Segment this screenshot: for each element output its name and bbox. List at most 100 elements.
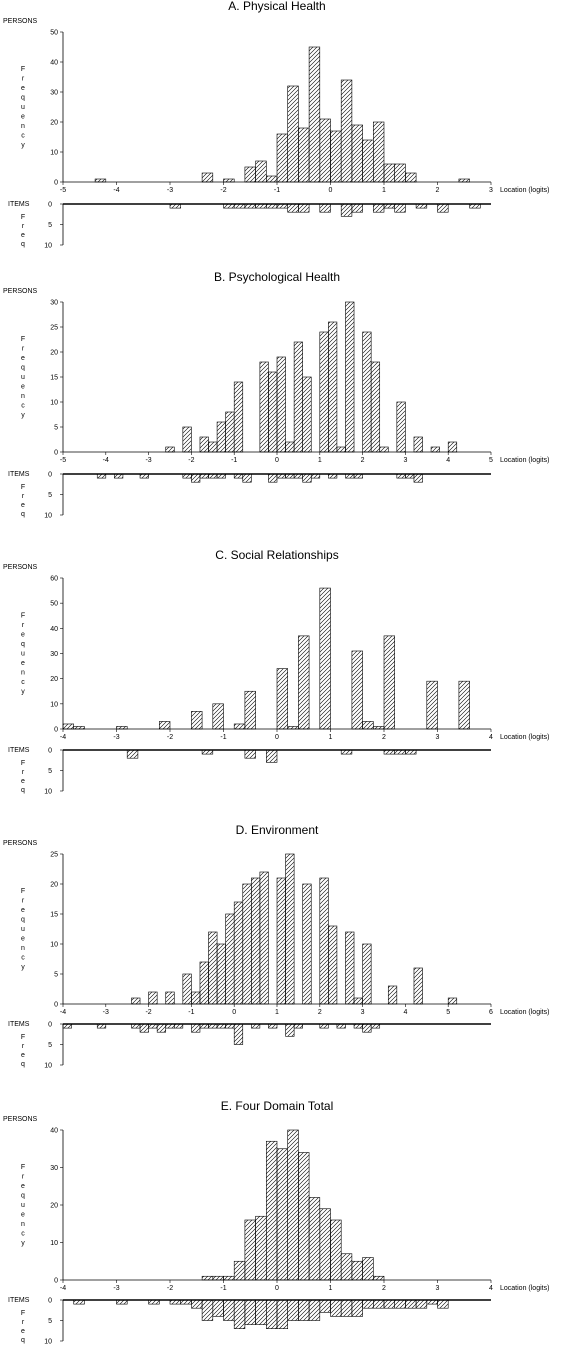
x-tick-label: 6 <box>489 1009 493 1016</box>
items-y-tick-label: 5 <box>48 1042 52 1049</box>
item-bar <box>216 1023 226 1029</box>
person-bar <box>255 1215 267 1281</box>
person-bar <box>394 163 406 183</box>
item-bar <box>394 203 406 213</box>
item-bar <box>276 203 288 209</box>
x-tick-label: -1 <box>274 187 280 194</box>
y-tick-label: 50 <box>50 601 58 608</box>
items-y-tick-label: 0 <box>48 1298 52 1305</box>
item-bar <box>469 203 481 209</box>
y-tick-label: 30 <box>50 1165 58 1172</box>
item-bar <box>255 203 267 209</box>
x-axis-title: Location (logits) <box>500 187 549 194</box>
x-tick-label: 0 <box>232 1009 236 1016</box>
y-axis-title-letter: n <box>21 123 25 130</box>
person-bar <box>345 931 355 1005</box>
x-tick-label: -1 <box>220 734 226 741</box>
person-bar <box>405 172 417 183</box>
x-tick-label: 2 <box>382 734 386 741</box>
x-tick-label: -2 <box>188 457 194 464</box>
items-y-tick-label: 5 <box>48 222 52 229</box>
y-axis-title-letter: q <box>21 641 25 648</box>
person-bar <box>233 901 244 1005</box>
items-y-axis-title-letter: e <box>21 778 25 785</box>
person-bar <box>212 703 224 730</box>
items-y-axis-title-letter: r <box>22 1043 25 1050</box>
y-tick-label: 0 <box>54 450 58 457</box>
y-axis-title-letter: y <box>21 1240 25 1247</box>
chart-title: D. Environment <box>236 823 319 837</box>
person-bar <box>336 446 346 453</box>
person-bar <box>458 178 470 183</box>
person-bar <box>447 997 458 1005</box>
y-axis-title-letter: u <box>21 104 25 111</box>
y-axis-title-letter: r <box>22 898 25 905</box>
person-bar <box>225 913 235 1005</box>
item-bar <box>276 473 286 479</box>
item-bar <box>415 1299 428 1309</box>
person-bar <box>265 175 278 183</box>
y-axis-title-letter: c <box>21 133 25 140</box>
item-bar <box>415 203 428 209</box>
person-bar <box>458 680 470 730</box>
y-axis-title-letter: F <box>21 66 25 73</box>
items-y-axis-title-letter: F <box>21 760 25 767</box>
person-bar <box>372 1275 385 1281</box>
x-axis-title: Location (logits) <box>500 734 549 741</box>
y-tick-label: 10 <box>50 942 58 949</box>
item-bar <box>340 1299 353 1317</box>
x-tick-label: 1 <box>329 1285 333 1292</box>
items-y-axis-title-letter: q <box>21 241 25 248</box>
x-tick-label: -3 <box>145 457 151 464</box>
person-bar <box>340 79 353 183</box>
items-y-tick-label: 0 <box>48 202 52 209</box>
person-bar <box>223 1275 235 1281</box>
y-axis-title-letter: q <box>21 917 25 924</box>
person-bar <box>330 130 342 183</box>
x-tick-label: 0 <box>275 734 279 741</box>
x-tick-label: 2 <box>318 1009 322 1016</box>
item-bar <box>180 1299 192 1305</box>
item-bar <box>293 473 303 479</box>
items-y-tick-label: 10 <box>44 1063 52 1070</box>
x-tick-label: 4 <box>403 1009 407 1016</box>
person-bar <box>285 441 295 453</box>
chart-title: E. Four Domain Total <box>221 1099 334 1113</box>
person-bar <box>276 356 286 453</box>
item-bar <box>394 749 406 755</box>
item-bar <box>319 1299 331 1313</box>
y-axis-title-letter: c <box>21 403 25 410</box>
item-bar <box>310 473 321 479</box>
item-bar <box>362 1023 372 1033</box>
y-axis-title-letter: n <box>21 393 25 400</box>
person-bar <box>372 726 385 730</box>
item-bar <box>208 1023 218 1029</box>
person-bar <box>165 446 175 453</box>
y-axis-title-letter: n <box>21 670 25 677</box>
item-bar <box>201 1299 214 1321</box>
person-bar <box>159 721 171 730</box>
items-y-tick-label: 5 <box>48 768 52 775</box>
items-y-axis-title-letter: F <box>21 214 25 221</box>
x-tick-label: 1 <box>318 457 322 464</box>
item-bar <box>394 1299 406 1309</box>
y-axis-title-letter: e <box>21 907 25 914</box>
x-tick-label: -1 <box>231 457 237 464</box>
person-bar <box>298 127 310 183</box>
person-bar <box>308 46 321 183</box>
person-bar <box>413 436 423 453</box>
person-bar <box>216 421 226 453</box>
item-bar <box>353 473 363 479</box>
person-bar <box>199 961 209 1005</box>
item-bar <box>405 1299 417 1309</box>
x-tick-label: -2 <box>167 1285 173 1292</box>
items-label: ITEMS <box>8 1297 30 1304</box>
y-tick-label: 0 <box>54 1002 58 1009</box>
y-tick-label: 0 <box>54 1278 58 1285</box>
items-y-tick-label: 5 <box>48 1318 52 1325</box>
y-axis-title-letter: e <box>21 355 25 362</box>
x-tick-label: 3 <box>436 1285 440 1292</box>
